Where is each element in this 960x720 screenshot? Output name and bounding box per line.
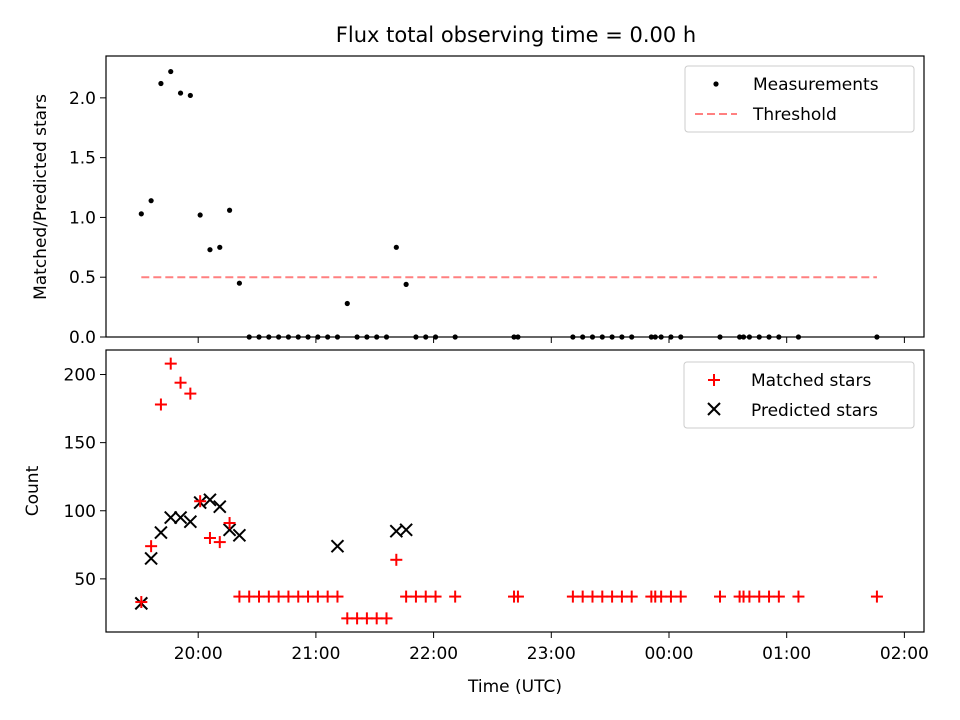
top-legend-box xyxy=(684,65,915,133)
matched-stars-point xyxy=(184,387,197,400)
legend-measurements-marker xyxy=(713,81,719,87)
matched-stars-point xyxy=(174,376,187,389)
bottom-y-tick-label: 50 xyxy=(74,570,96,590)
measurement-point xyxy=(207,247,213,253)
measurement-point xyxy=(177,90,184,96)
top-y-tick-label: 1.5 xyxy=(69,149,96,169)
predicted-stars-point xyxy=(222,523,237,537)
matched-stars-point xyxy=(203,532,216,544)
measurement-point xyxy=(236,280,242,286)
measurement-point xyxy=(226,207,233,213)
predicted-stars-point xyxy=(173,510,188,525)
bottom-x-tick-label: 23:00 xyxy=(527,644,576,664)
measurement-point xyxy=(344,300,350,307)
legend-predicted-marker xyxy=(707,402,721,416)
bottom-x-axis: 20:00 21:00 22:00 23:00 00:00 01:00 02:00 xyxy=(174,632,929,664)
matched-stars-point xyxy=(511,590,524,603)
top-y-tick-label: 0.0 xyxy=(69,328,96,348)
measurement-point xyxy=(158,80,164,87)
matched-stars-point xyxy=(380,612,393,625)
predicted-stars-point xyxy=(144,551,158,566)
top-y-tick-label: 1.0 xyxy=(69,208,96,228)
measurement-point xyxy=(197,212,203,218)
matched-stars-point xyxy=(135,596,148,609)
bottom-y-axis: 50 100 150 200 xyxy=(64,366,106,590)
matched-stars-point xyxy=(674,590,687,603)
matched-stars-point xyxy=(390,553,403,566)
bottom-x-tick-label: 22:00 xyxy=(409,644,458,664)
bottom-x-tick-label: 01:00 xyxy=(762,644,811,664)
legend-measurements-label: Measurements xyxy=(753,75,879,95)
matched-stars-point xyxy=(213,536,226,549)
predicted-stars-point xyxy=(232,528,247,542)
measurement-point xyxy=(403,281,409,287)
matched-stars-point xyxy=(625,590,638,603)
predicted-stars-point xyxy=(203,493,217,507)
matched-stars-point xyxy=(154,398,167,411)
bottom-panel: 50 100 150 200 20:00 21:00 22:00 23:00 00:00 01:… xyxy=(23,349,929,697)
predicted-stars-point xyxy=(154,525,168,540)
measurement-point xyxy=(138,211,144,217)
measurement-point xyxy=(217,244,223,250)
predicted-stars-point xyxy=(164,510,178,525)
legend-threshold-label: Threshold xyxy=(752,105,837,125)
top-y-axis-label: Matched/Predicted stars xyxy=(31,94,51,300)
top-y-axis: 0.0 0.5 1.0 1.5 2.0 xyxy=(69,89,106,348)
bottom-x-tick-label: 00:00 xyxy=(644,644,693,664)
top-axes-frame xyxy=(105,55,925,338)
legend-predicted-label: Predicted stars xyxy=(751,401,878,421)
top-y-tick-label: 0.5 xyxy=(69,268,96,288)
measurement-point xyxy=(148,198,154,204)
matched-stars-point xyxy=(449,590,462,603)
bottom-y-tick-label: 200 xyxy=(64,366,96,386)
matched-stars-point xyxy=(194,495,207,508)
bottom-plot-area xyxy=(134,357,883,625)
predicted-stars-point xyxy=(399,523,413,537)
measurement-point xyxy=(187,92,193,99)
predicted-stars-point xyxy=(330,539,345,553)
bottom-axes-frame xyxy=(105,349,925,633)
matched-stars-point xyxy=(164,357,177,370)
matched-stars-point xyxy=(870,590,883,603)
matched-stars-point xyxy=(713,590,726,603)
bottom-x-tick-label: 21:00 xyxy=(291,644,340,664)
matched-stars-point xyxy=(772,590,785,603)
measurement-point xyxy=(393,244,399,250)
predicted-stars-point xyxy=(213,499,227,514)
top-y-tick-label: 2.0 xyxy=(69,89,96,109)
bottom-x-tick-label: 02:00 xyxy=(880,644,929,664)
matched-stars-point xyxy=(145,540,158,553)
legend-matched-label: Matched stars xyxy=(751,371,871,391)
bottom-legend-box xyxy=(683,361,915,429)
measurement-point xyxy=(168,68,174,75)
bottom-x-axis-label: Time (UTC) xyxy=(467,677,562,697)
matched-stars-point xyxy=(331,590,344,603)
matched-stars-point xyxy=(223,517,236,530)
bottom-x-tick-label: 20:00 xyxy=(174,644,223,664)
matched-stars-point xyxy=(429,590,442,603)
matched-stars-point xyxy=(792,590,805,603)
figure-title: Flux total observing time = 0.00 h xyxy=(336,23,696,47)
bottom-y-tick-label: 100 xyxy=(64,502,96,522)
predicted-stars-point xyxy=(183,514,198,529)
top-legend: Measurements Threshold xyxy=(684,65,915,133)
legend-matched-marker xyxy=(708,374,720,386)
top-panel: 0.00.51.01.52.0 Matched/Predicted stars … xyxy=(31,55,925,348)
bottom-legend: Matched stars Predicted stars xyxy=(683,361,915,429)
bottom-y-axis-label: Count xyxy=(23,465,43,516)
bottom-y-tick-label: 150 xyxy=(64,434,96,454)
